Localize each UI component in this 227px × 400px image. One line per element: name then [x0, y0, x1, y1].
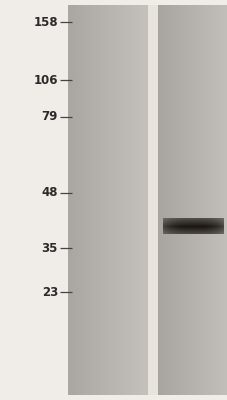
Text: 106: 106 — [33, 74, 58, 86]
Text: 79: 79 — [42, 110, 58, 124]
Text: 48: 48 — [41, 186, 58, 200]
Text: 158: 158 — [33, 16, 58, 28]
Text: 23: 23 — [42, 286, 58, 298]
Text: 35: 35 — [42, 242, 58, 254]
